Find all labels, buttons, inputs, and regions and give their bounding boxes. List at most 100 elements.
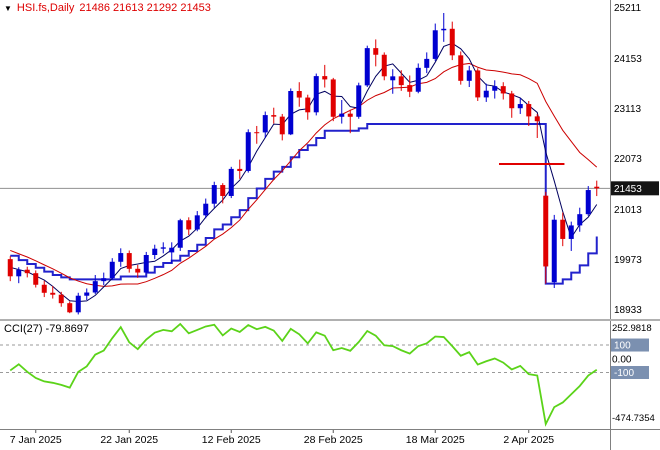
cci-level-tag-label: 100 xyxy=(614,341,631,352)
bear-candle xyxy=(33,273,39,285)
price-axis-label: 25211 xyxy=(614,3,642,14)
bear-candle xyxy=(254,132,260,134)
ma-fast-line xyxy=(10,42,598,302)
bull-candle xyxy=(109,261,115,279)
time-axis-label: 22 Jan 2025 xyxy=(100,434,158,446)
bear-candle xyxy=(322,76,328,80)
time-axis-label: 12 Feb 2025 xyxy=(202,434,261,446)
cci-axis[interactable]: 252.9818 0.00 -474.7354 100 -100 xyxy=(611,323,655,424)
bear-candle xyxy=(534,116,540,122)
bull-candle xyxy=(194,215,200,230)
bull-candle xyxy=(169,247,175,253)
cci-level-tag-label: -100 xyxy=(614,368,634,379)
cci-max-label: 252.9818 xyxy=(612,323,652,334)
bull-candle xyxy=(466,70,472,81)
bear-candle xyxy=(560,219,566,239)
symbol-title: HSI.fs,Daily xyxy=(16,2,75,14)
bear-candle xyxy=(330,79,336,117)
ma-slow-line xyxy=(10,62,598,287)
bull-candle xyxy=(143,255,149,273)
bear-candle xyxy=(398,76,404,86)
bear-candle xyxy=(135,268,141,273)
bull-candle xyxy=(390,76,396,81)
bear-candle xyxy=(126,253,132,269)
bear-candle xyxy=(237,168,243,171)
step-trend-line xyxy=(10,123,598,285)
bull-candle xyxy=(415,67,421,92)
bear-candle xyxy=(305,97,311,113)
bull-candle xyxy=(177,220,183,248)
bull-candle xyxy=(152,248,158,255)
price-axis[interactable]: 25211 24153 23113 22073 21013 19973 18933 21453 xyxy=(611,3,659,316)
price-axis-label: 22073 xyxy=(614,154,642,165)
bull-candle xyxy=(568,225,574,239)
bear-candle xyxy=(296,91,302,98)
bull-candle xyxy=(84,292,90,296)
bull-candle xyxy=(356,85,362,117)
bear-candle xyxy=(220,185,226,196)
bull-candle xyxy=(577,214,583,226)
bear-candle xyxy=(526,104,532,117)
bear-candle xyxy=(381,54,387,77)
bear-candle xyxy=(279,116,285,135)
bear-candle xyxy=(50,292,56,295)
bull-candle xyxy=(364,48,370,86)
bull-candle xyxy=(288,91,294,135)
bear-candle xyxy=(373,48,379,55)
bear-candle xyxy=(543,195,549,267)
cci-zero-label: 0.00 xyxy=(612,354,632,365)
bull-candle xyxy=(245,132,251,171)
bull-candle xyxy=(101,278,107,282)
bull-candle xyxy=(118,253,124,262)
bear-candle xyxy=(407,85,413,92)
bear-candle xyxy=(347,113,353,117)
bear-candle xyxy=(449,28,455,56)
cci-level-tag xyxy=(611,338,649,352)
bear-candle xyxy=(58,294,64,304)
cci-panel[interactable] xyxy=(0,322,610,427)
bull-candle xyxy=(160,247,166,249)
cci-level-tag xyxy=(611,366,649,380)
price-axis-label: 18933 xyxy=(614,305,642,316)
time-axis-label: 28 Feb 2025 xyxy=(304,434,363,446)
bear-candle xyxy=(271,115,277,117)
bear-candle xyxy=(7,259,13,277)
bear-candle xyxy=(67,303,73,313)
bear-candle xyxy=(186,220,192,230)
time-axis[interactable]: 7 Jan 2025 22 Jan 2025 12 Feb 2025 28 Feb 2… xyxy=(10,430,555,446)
bear-candle xyxy=(41,284,47,293)
bull-candle xyxy=(203,203,209,216)
bull-candle xyxy=(16,269,22,277)
panel-splitter[interactable] xyxy=(0,319,660,321)
bull-candle xyxy=(441,28,447,31)
ohlc-readout: 21486 21613 21292 21453 xyxy=(79,2,211,14)
bull-candle xyxy=(228,168,234,196)
current-price-tag xyxy=(611,181,659,196)
bear-candle xyxy=(500,86,506,94)
price-axis-label: 24153 xyxy=(614,54,642,65)
price-chart[interactable] xyxy=(0,12,610,315)
bull-candle xyxy=(432,30,438,59)
bull-candle xyxy=(424,58,430,68)
time-axis-label: 18 Mar 2025 xyxy=(406,434,465,446)
bull-candle xyxy=(483,90,489,98)
bull-candle xyxy=(339,113,345,117)
bear-candle xyxy=(24,269,30,274)
chart-header: ▼ HSI.fs,Daily 21486 21613 21292 21453 xyxy=(4,2,211,14)
bear-candle xyxy=(458,55,464,81)
symbol-marker-icon[interactable]: ▼ xyxy=(4,3,12,13)
time-axis-label: 7 Jan 2025 xyxy=(10,434,62,446)
bull-candle xyxy=(585,190,591,215)
current-price-tag-label: 21453 xyxy=(614,184,642,195)
cci-min-label: -474.7354 xyxy=(612,413,655,424)
bull-candle xyxy=(492,86,498,91)
price-axis-label: 19973 xyxy=(614,255,642,266)
bull-candle xyxy=(75,295,81,313)
bull-candle xyxy=(517,104,523,109)
bull-candle xyxy=(551,219,557,283)
cci-line xyxy=(9,322,598,427)
bull-candle xyxy=(262,115,268,133)
bear-candle xyxy=(475,70,481,98)
